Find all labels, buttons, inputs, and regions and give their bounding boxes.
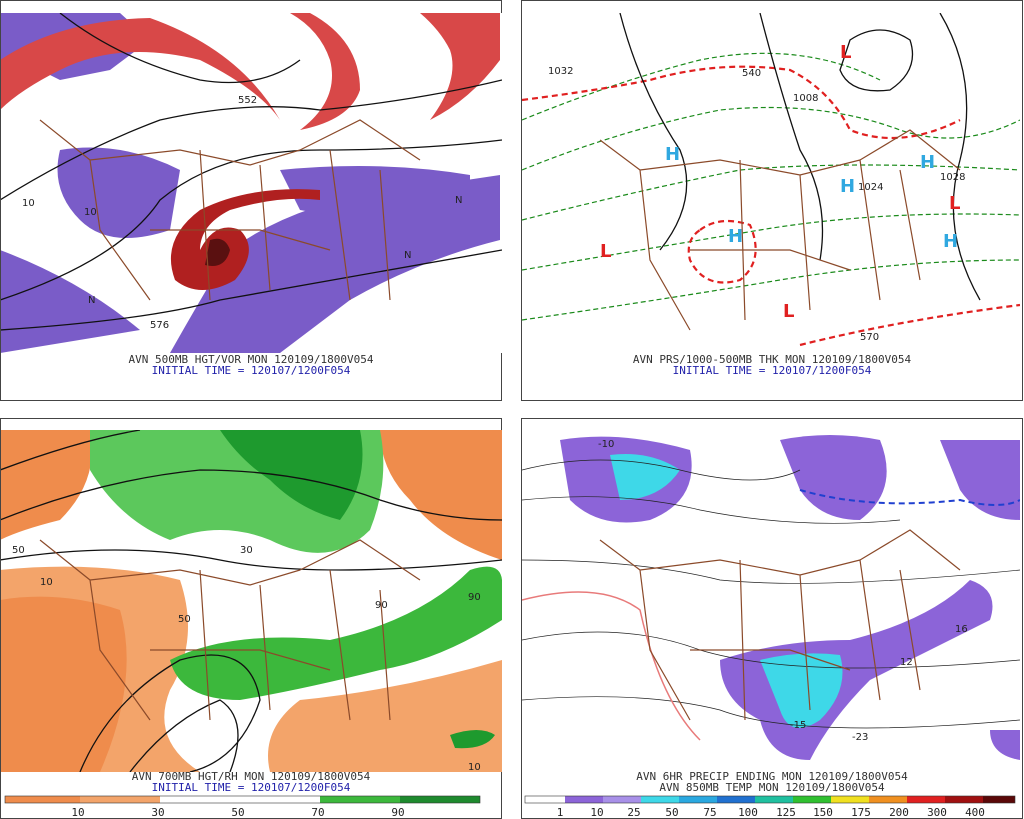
map-label: 576 <box>150 320 169 331</box>
map-label: 1008 <box>793 93 818 104</box>
subcaption: INITIAL TIME = 120107/1200F054 <box>673 364 872 377</box>
map-label: -15 <box>790 720 806 731</box>
map-label: N <box>404 250 411 261</box>
map-label: 1032 <box>548 66 573 77</box>
map-label: 1024 <box>858 182 883 193</box>
map-label: H <box>728 226 743 247</box>
map-label: N <box>455 195 462 206</box>
map-label: H <box>665 144 680 165</box>
map-label: 50 <box>178 614 191 625</box>
map-label: 12 <box>900 657 913 668</box>
map-label: -10 <box>598 439 614 450</box>
map-700mb <box>1 430 502 772</box>
panel-frame <box>521 0 1023 401</box>
colorbar-label: 75 <box>703 806 716 819</box>
map-label: 552 <box>238 95 257 106</box>
subcaption: INITIAL TIME = 120107/1200F054 <box>152 364 351 377</box>
subcaption: INITIAL TIME = 120107/1200F054 <box>152 781 351 794</box>
map-label: 10 <box>22 198 35 209</box>
map-pressure <box>522 13 1020 353</box>
map-label: H <box>840 176 855 197</box>
map-label: L <box>949 193 960 214</box>
map-label: H <box>920 152 935 173</box>
map-label: 50 <box>12 545 25 556</box>
colorbar-label: 70 <box>311 806 324 819</box>
colorbar-label: 200 <box>889 806 909 819</box>
map-label: 90 <box>375 600 388 611</box>
colorbar-label: 10 <box>71 806 84 819</box>
caption: AVN 500MB HGT/VOR MON 120109/1800V054 <box>128 353 373 366</box>
colorbar-label: 100 <box>738 806 758 819</box>
subcaption: AVN 850MB TEMP MON 120109/1800V054 <box>659 781 885 794</box>
map-label: 540 <box>742 68 761 79</box>
colorbar-label: 400 <box>965 806 985 819</box>
colorbar-label: 50 <box>665 806 678 819</box>
map-label: 10 <box>84 207 97 218</box>
colorbar-label: 150 <box>813 806 833 819</box>
colorbar <box>4 795 481 804</box>
map-precip <box>522 430 1020 772</box>
map-label: -23 <box>852 732 868 743</box>
colorbar-label: 1 <box>557 806 564 819</box>
map-label: L <box>600 241 611 262</box>
caption: AVN 6HR PRECIP ENDING MON 120109/1800V05… <box>636 770 908 783</box>
map-label: 90 <box>468 592 481 603</box>
colorbar-label: 25 <box>627 806 640 819</box>
colorbar-label: 90 <box>391 806 404 819</box>
map-label: 10 <box>468 762 481 773</box>
colorbar-label: 125 <box>776 806 796 819</box>
colorbar-label: 10 <box>590 806 603 819</box>
colorbar-label: 30 <box>151 806 164 819</box>
colorbar-label: 50 <box>231 806 244 819</box>
caption: AVN 700MB HGT/RH MON 120109/1800V054 <box>132 770 371 783</box>
map-500mb <box>1 13 502 353</box>
map-label: 10 <box>40 577 53 588</box>
colorbar-label: 300 <box>927 806 947 819</box>
map-label: 1028 <box>940 172 965 183</box>
caption: AVN PRS/1000-500MB THK MON 120109/1800V0… <box>633 353 912 366</box>
map-label: N <box>88 295 95 306</box>
map-label: L <box>783 301 794 322</box>
map-label: H <box>943 231 958 252</box>
map-label: 16 <box>955 624 968 635</box>
colorbar-label: 175 <box>851 806 871 819</box>
map-label: L <box>840 42 851 63</box>
map-label: 570 <box>860 332 879 343</box>
colorbar <box>524 795 1016 804</box>
map-label: 30 <box>240 545 253 556</box>
